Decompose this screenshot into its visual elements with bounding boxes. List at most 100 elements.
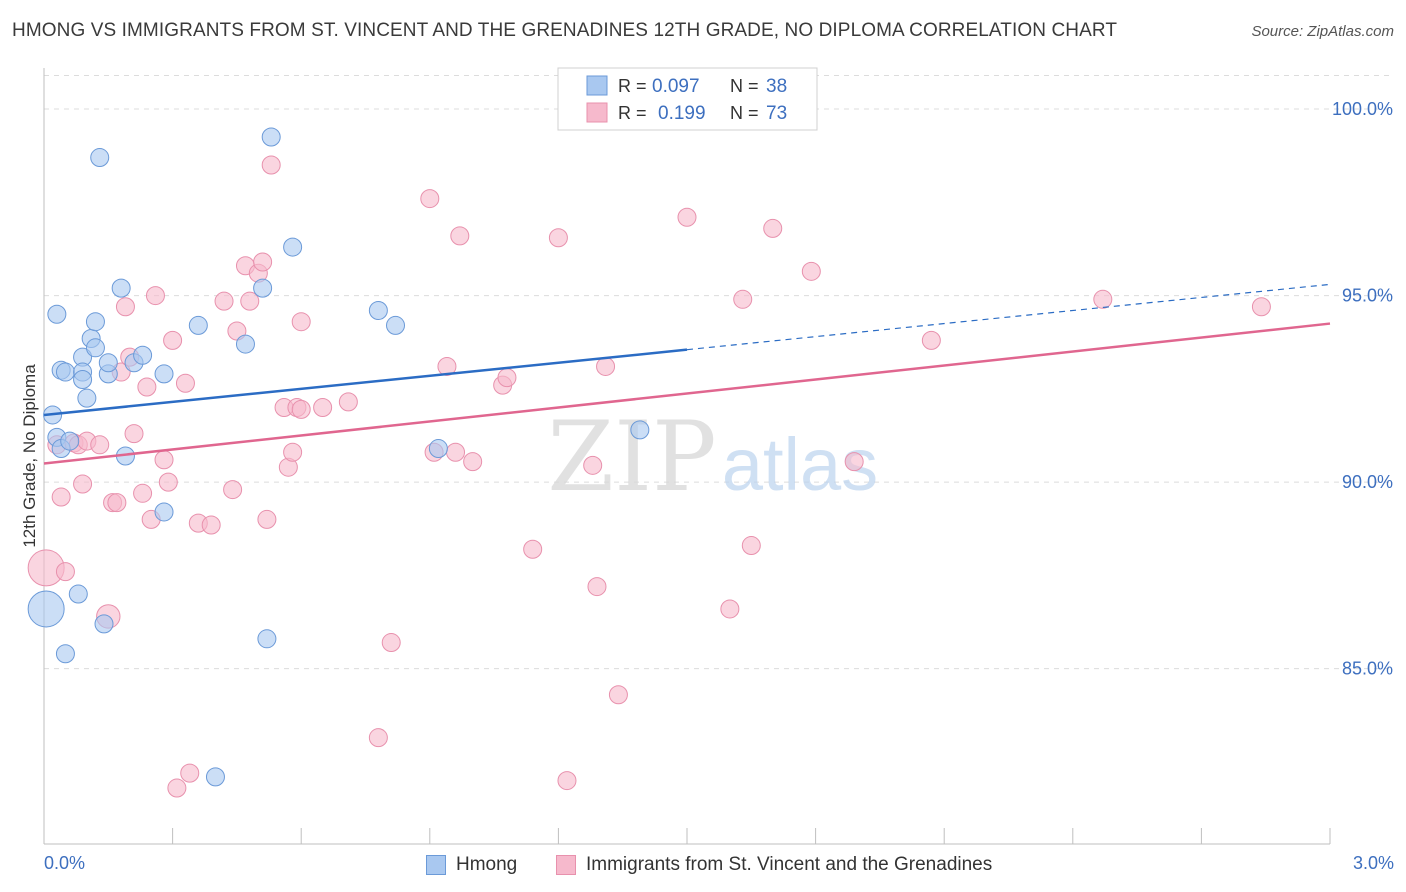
svg-immigrant-point [55,562,75,582]
hmong-point [73,370,93,390]
svg-immigrant-point [450,226,470,246]
svg-immigrant-point [257,509,277,529]
svg-immigrant-point [677,207,697,227]
hmong-trend-line [43,348,688,417]
svg-immigrant-point [596,356,616,376]
svg-immigrant-point [583,455,603,475]
hmong-point [261,127,281,147]
y-tick-label: 95.0% [1342,286,1393,306]
svg-immigrant-point [145,286,165,306]
hmong-point [55,362,75,382]
svg-immigrant-point [291,399,311,419]
hmong-point [205,767,225,787]
svg-immigrant-point [548,228,568,248]
svg-immigrant-point [291,312,311,332]
svg-immigrant-point [158,472,178,492]
x-tick-label-max: 3.0% [1353,853,1394,873]
hmong-point [257,629,277,649]
bottom-legend-hmong: Hmong [426,851,517,879]
svg-immigrant-point [167,778,187,798]
legend-hmong-n-value: 38 [766,76,787,97]
hmong-point [77,388,97,408]
svg-immigrant-trend-line [43,322,1331,465]
bottom-legend: Hmong Immigrants from St. Vincent and th… [0,851,1406,879]
legend-svg-swatch [586,102,608,123]
hmong-point [85,338,105,358]
hmong-point [60,431,80,451]
svg-immigrant-point [180,763,200,783]
x-ticks [43,828,1331,844]
svg-immigrant-point [587,577,607,597]
hmong-point [154,502,174,522]
svg-immigrant-point [763,218,783,238]
legend-svg-r-value: 0.199 [658,103,706,124]
y-tick-label: 90.0% [1342,472,1393,492]
svg-immigrant-point [1251,297,1271,317]
svg-immigrant-point [844,452,864,472]
svg-immigrant-point [253,252,273,272]
x-tick-label-min: 0.0% [44,853,85,873]
stats-legend: R = 0.097 N = 38 R = 0.199 N = 73 [557,67,818,131]
hmong-point [386,315,406,335]
svg-immigrant-point [107,493,127,513]
source-credit: Source: ZipAtlas.com [1251,23,1394,40]
hmong-point [253,278,273,298]
hmong-point [27,590,65,628]
svg-immigrant-point [720,599,740,619]
chart-title: HMONG VS IMMIGRANTS FROM ST. VINCENT AND… [12,20,1118,41]
legend-svg-r-label: R = [618,103,647,123]
svg-immigrant-point [420,189,440,209]
legend-svg-n-label: N = [730,103,759,123]
svg-immigrant-point [73,474,93,494]
hmong-point [98,353,118,373]
svg-immigrant-point [338,392,358,412]
svg-immigrant-point [463,452,483,472]
hmong-point [368,301,388,320]
bottom-legend-hmong-label: Hmong [456,854,518,875]
data-points [27,127,1271,798]
hmong-point [47,304,67,324]
bottom-legend-svg-swatch [556,855,576,875]
svg-immigrant-point [51,487,71,507]
legend-hmong-n-label: N = [730,76,759,96]
svg-immigrant-point [124,424,144,444]
svg-immigrant-point [801,261,821,281]
svg-immigrant-point [741,536,761,556]
svg-immigrant-point [90,435,110,455]
svg-immigrant-point [137,377,157,397]
legend-hmong-swatch [586,75,608,96]
svg-immigrant-point [163,330,183,350]
svg-immigrant-point [608,685,628,705]
y-tick-label: 100.0% [1332,99,1393,119]
bottom-legend-svg-label: Immigrants from St. Vincent and the Gren… [586,854,993,875]
svg-immigrant-point [1093,289,1113,309]
svg-immigrant-point [523,539,543,559]
svg-immigrant-point [214,291,234,311]
y-tick-labels: 100.0% 95.0% 90.0% 85.0% [1332,99,1393,679]
svg-immigrant-point [446,442,466,462]
hmong-point [90,148,110,168]
svg-immigrant-point [733,289,753,309]
svg-immigrant-point [437,356,457,376]
bottom-legend-hmong-swatch [426,855,446,875]
hmong-point [428,439,448,459]
svg-immigrant-point [557,771,577,791]
hmong-point [283,237,303,257]
trend-lines [43,283,1331,465]
hmong-point [68,584,88,604]
svg-immigrant-point [921,330,941,350]
gridlines [44,74,1392,670]
legend-hmong-r-label: R = [618,76,647,96]
hmong-trend-extension [686,283,1331,351]
y-axis-title: 12th Grade, No Diploma [20,364,39,548]
hmong-point [188,315,208,335]
svg-immigrant-point [368,728,388,748]
svg-immigrant-point [223,480,243,500]
svg-immigrant-point [201,515,221,535]
svg-immigrant-point [283,442,303,462]
hmong-point [85,312,105,332]
svg-immigrant-point [313,398,333,417]
hmong-point [630,420,650,440]
legend-hmong-r-value: 0.097 [652,76,700,97]
